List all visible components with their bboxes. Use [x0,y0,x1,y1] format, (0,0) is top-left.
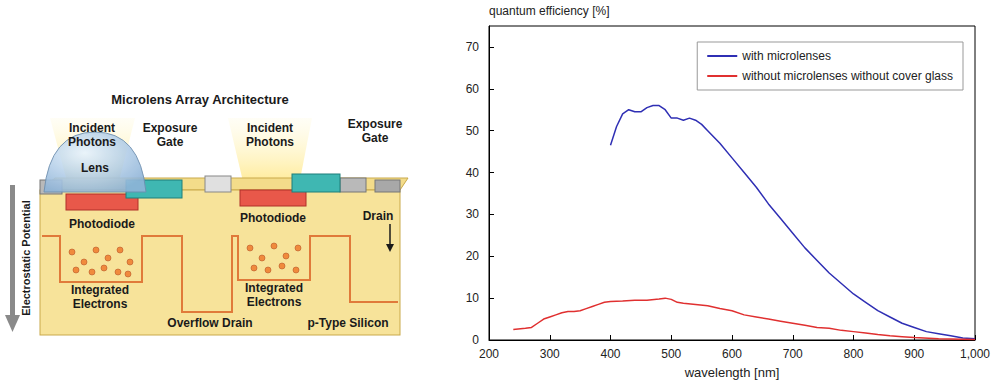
svg-text:IntegratedElectrons: IntegratedElectrons [71,283,129,311]
svg-text:700: 700 [783,347,803,361]
svg-text:wavelength [nm]: wavelength [nm] [684,365,780,380]
svg-text:ExposureGate: ExposureGate [348,117,403,145]
svg-text:600: 600 [722,347,742,361]
svg-text:50: 50 [466,124,480,138]
svg-text:1,000: 1,000 [960,347,990,361]
svg-text:900: 900 [904,347,924,361]
svg-text:Photodiode: Photodiode [69,217,135,231]
svg-text:20: 20 [466,249,480,263]
svg-text:Drain: Drain [363,209,394,223]
svg-text:quantum efficiency [%]: quantum efficiency [%] [489,4,610,18]
svg-text:0: 0 [472,333,479,347]
svg-text:30: 30 [466,207,480,221]
svg-text:200: 200 [479,347,499,361]
svg-text:Lens: Lens [81,161,109,175]
svg-text:ExposureGate: ExposureGate [143,121,198,149]
svg-text:Electrostatic Potential: Electrostatic Potential [20,200,32,316]
svg-text:Overflow Drain: Overflow Drain [167,316,252,330]
svg-text:500: 500 [661,347,681,361]
svg-text:IncidentPhotons: IncidentPhotons [68,121,116,149]
svg-text:60: 60 [466,82,480,96]
svg-text:300: 300 [540,347,560,361]
svg-text:Photodiode: Photodiode [240,211,306,225]
svg-text:IncidentPhotons: IncidentPhotons [246,121,294,149]
svg-text:10: 10 [466,291,480,305]
svg-text:with microlenses: with microlenses [741,49,831,63]
svg-text:IntegratedElectrons: IntegratedElectrons [245,281,303,309]
svg-text:40: 40 [466,166,480,180]
svg-text:without microlenses without co: without microlenses without cover glass [741,69,953,83]
svg-text:Microlens Array Architecture: Microlens Array Architecture [111,92,289,107]
svg-text:400: 400 [600,347,620,361]
svg-text:800: 800 [843,347,863,361]
svg-text:70: 70 [466,40,480,54]
svg-text:p-Type Silicon: p-Type Silicon [307,316,388,330]
